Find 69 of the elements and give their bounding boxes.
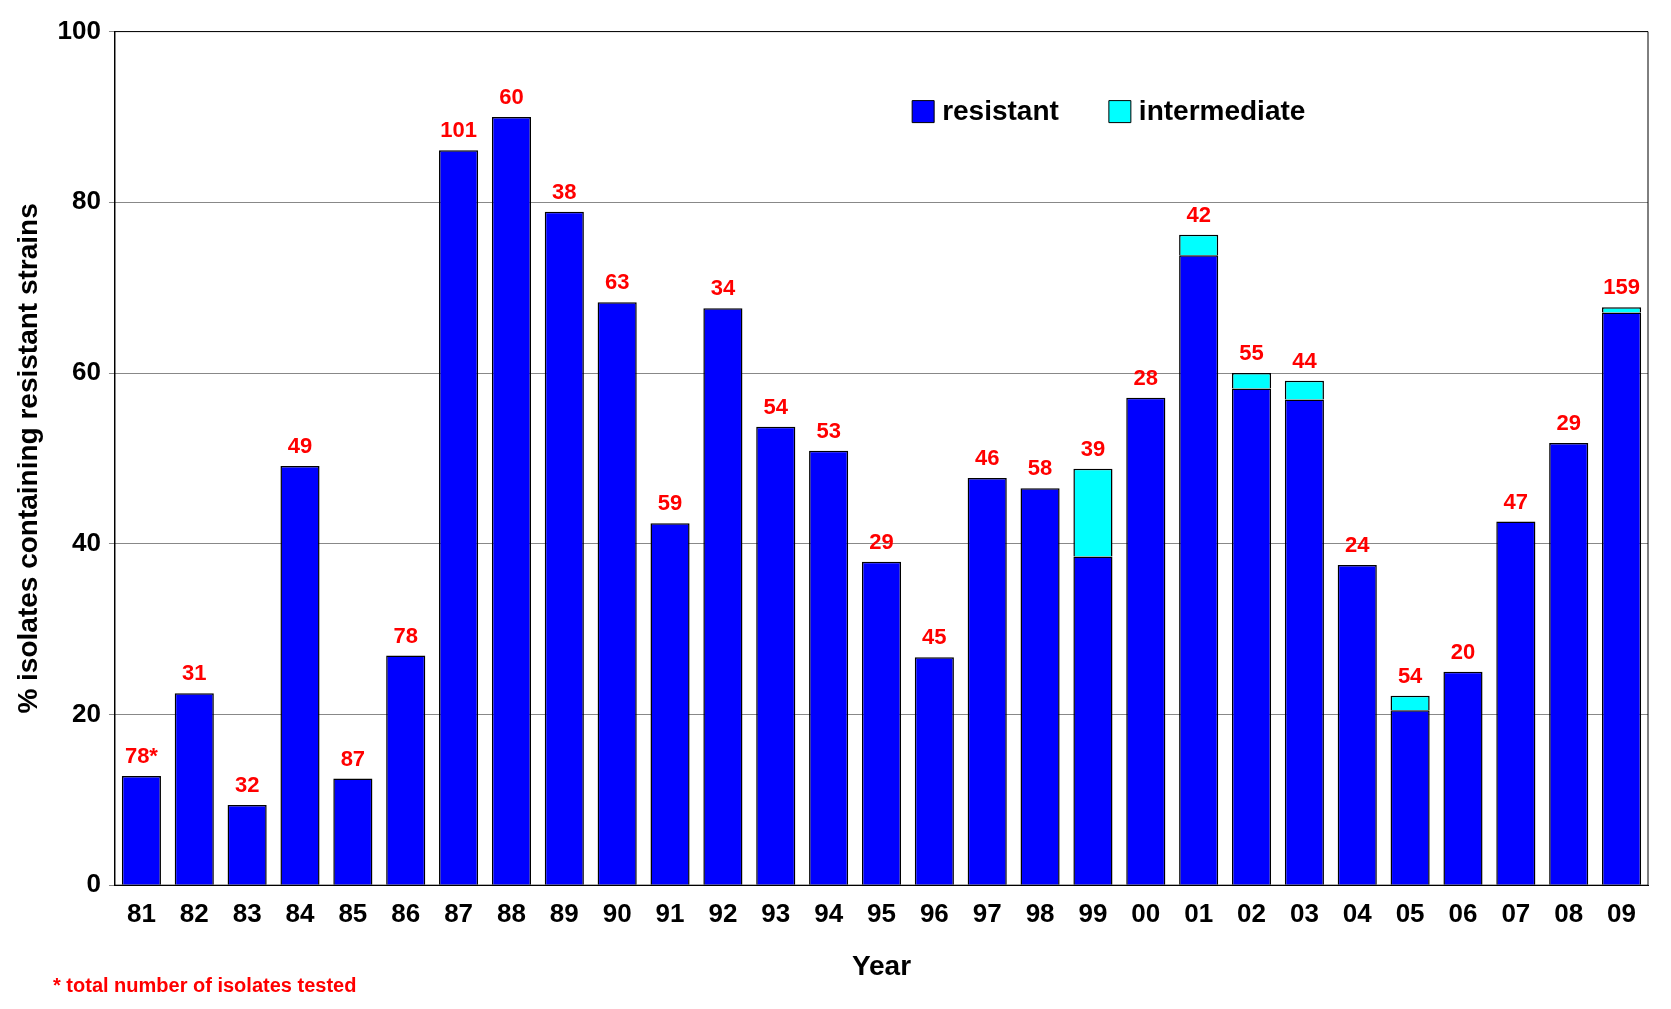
x-tick-label: 84 (285, 897, 315, 928)
x-tick-label: 86 (391, 897, 421, 928)
annotation: 39 (1080, 435, 1106, 461)
y-axis-title: % isolates containing resistant strains (11, 203, 43, 714)
annotation: 38 (552, 178, 577, 204)
x-tick-label: 01 (1184, 897, 1214, 928)
x-tick-label: 91 (655, 897, 685, 928)
legend-label: resistant (942, 95, 1059, 127)
x-tick-label: 02 (1237, 897, 1266, 928)
x-tick-label: 99 (1078, 897, 1108, 928)
x-tick-label: 81 (126, 897, 156, 928)
annotation: 63 (604, 269, 630, 295)
annotation: 45 (922, 624, 947, 650)
x-tick-label: 97 (972, 897, 1002, 928)
x-tick-label: 03 (1289, 897, 1319, 928)
annotation: 29 (1556, 410, 1581, 436)
annotation: 54 (763, 393, 789, 419)
x-tick-label: 89 (549, 897, 579, 928)
annotation: 24 (1345, 532, 1371, 558)
x-tick-label: 93 (761, 897, 791, 928)
annotation: 59 (657, 490, 683, 516)
annotation: 101 (440, 117, 477, 143)
x-tick-label: 82 (179, 897, 209, 928)
annotation: 42 (1186, 201, 1211, 227)
x-tick-label: 87 (444, 897, 474, 928)
x-tick-label: 08 (1554, 897, 1584, 928)
annotation: 54 (1397, 662, 1424, 688)
annotation: 78* (124, 743, 159, 768)
x-tick-label: 09 (1607, 897, 1637, 928)
x-tick-label: 95 (867, 897, 896, 928)
y-tick-label: 80 (72, 185, 101, 216)
annotation: 55 (1239, 340, 1264, 366)
annotation: 78 (393, 622, 418, 648)
annotation: 53 (816, 417, 841, 443)
annotation: 29 (869, 528, 894, 554)
y-tick-label: 0 (86, 868, 101, 899)
annotation: 58 (1027, 455, 1053, 481)
annotation: 60 (499, 84, 524, 110)
annotation: 20 (1450, 638, 1476, 664)
x-tick-label: 92 (708, 897, 738, 928)
annotation: 31 (182, 660, 207, 686)
x-tick-label: 07 (1501, 897, 1531, 928)
y-tick-label: 20 (72, 697, 101, 728)
annotation: 34 (710, 275, 736, 301)
y-tick-label: 100 (57, 14, 101, 45)
x-tick-label: 04 (1342, 897, 1373, 928)
x-tick-label: 94 (814, 897, 844, 928)
annotation: 28 (1133, 364, 1159, 390)
legend-label: intermediate (1138, 95, 1306, 127)
x-tick-label: 85 (338, 897, 368, 928)
x-tick-label: 96 (919, 897, 949, 928)
x-tick-label: 06 (1448, 897, 1478, 928)
text: * total number of isolates tested (53, 973, 357, 996)
annotation: 32 (234, 772, 260, 798)
annotation: 47 (1503, 488, 1529, 514)
y-tick-label: 60 (72, 356, 101, 387)
annotation: 159 (1603, 274, 1640, 300)
annotation: 46 (974, 445, 1000, 471)
x-tick-label: 88 (496, 897, 526, 928)
x-tick-label: 83 (232, 897, 262, 928)
x-tick-label: 05 (1395, 897, 1425, 928)
x-axis-title: Year (851, 949, 912, 981)
x-tick-label: 00 (1131, 897, 1161, 928)
annotation: 87 (340, 745, 366, 771)
annotation: 44 (1292, 347, 1318, 373)
annotation: 49 (287, 433, 313, 459)
x-tick-label: 98 (1025, 897, 1055, 928)
y-tick-label: 40 (72, 526, 101, 557)
x-tick-label: 90 (602, 897, 632, 928)
